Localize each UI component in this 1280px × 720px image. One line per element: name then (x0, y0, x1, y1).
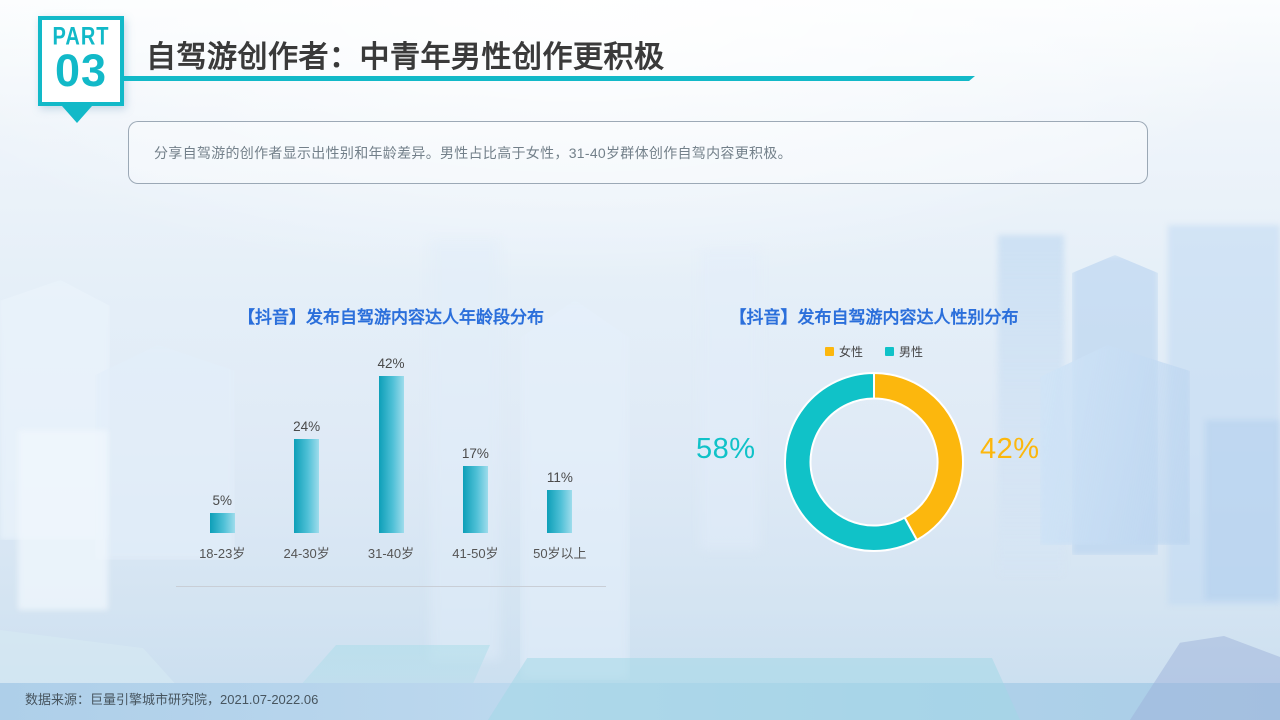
bar-column: 5% (180, 356, 264, 533)
donut-slice-女性 (873, 371, 964, 542)
page-title: 自驾游创作者：中青年男性创作更积极 (146, 41, 665, 74)
building-shape (430, 240, 500, 660)
bar-value-label: 11% (546, 470, 573, 485)
donut-legend: 女性 男性 (674, 343, 1074, 360)
bar-24-30岁 (294, 439, 320, 533)
bar-plot-area: 5% 24% 42% 17% 11% 18-23岁 24-30岁 31-40岁 41-50岁 5… (176, 356, 606, 587)
building-shape (1040, 345, 1190, 545)
bar-category-row: 18-23岁 24-30岁 31-40岁 41-50岁 50岁以上 (180, 543, 602, 562)
building-shape (700, 250, 760, 550)
background-glow (0, 0, 1280, 280)
part-badge: PART 03 (38, 16, 124, 106)
bar-value-label: 17% (461, 446, 489, 461)
donut-wrap (774, 362, 974, 562)
bar-category-label: 18-23岁 (199, 546, 246, 561)
age-bar-chart: 【抖音】发布自驾游内容达人年龄段分布 5% 24% 42% 17% 11% 18-23岁… (176, 303, 606, 587)
bar-column: 42% (349, 356, 433, 533)
donut-slice-男性 (784, 371, 919, 552)
bar-31-40岁 (378, 376, 404, 533)
part-number: 03 (54, 45, 108, 96)
female-percentage-label: 42% (980, 433, 1040, 465)
legend-item-female: 女性 (824, 343, 863, 360)
legend-label-male: 男性 (899, 345, 924, 359)
gender-donut-chart: 【抖音】发布自驾游内容达人性别分布 女性 男性 58% 42% (674, 303, 1074, 603)
donut-svg (784, 371, 964, 552)
bar-18-23岁 (209, 513, 235, 533)
bar-category-label: 24-30岁 (283, 546, 330, 561)
bar-category-label: 50岁以上 (533, 546, 587, 561)
bar-value-label: 5% (212, 493, 232, 508)
male-percentage-label: 58% (696, 433, 756, 465)
gender-chart-title: 【抖音】发布自驾游内容达人性别分布 (729, 308, 1019, 327)
part-label: PART (52, 23, 110, 51)
legend-swatch-female (824, 347, 834, 356)
x-axis-line (176, 586, 606, 587)
bar-column: 24% (264, 356, 348, 533)
bottom-facet (488, 658, 1020, 720)
bar-value-label: 42% (377, 356, 405, 371)
title-underline (124, 76, 975, 81)
age-chart-title: 【抖音】发布自驾游内容达人年龄段分布 (238, 308, 544, 327)
summary-text: 分享自驾游的创作者显示出性别和年龄差异。男性占比高于女性，31-40岁群体创作自… (154, 144, 792, 161)
building-shape (1205, 420, 1280, 600)
bar-41-50岁 (462, 466, 488, 533)
part-badge-pointer (62, 106, 92, 123)
bar-category-label: 31-40岁 (367, 546, 415, 561)
bar-value-label: 24% (293, 419, 321, 434)
bar-column: 11% (518, 356, 602, 533)
bar-columns: 5% 24% 42% 17% 11% (180, 356, 602, 533)
building-shape (520, 300, 630, 680)
bar-category-label: 41-50岁 (452, 546, 499, 561)
summary-box: 分享自驾游的创作者显示出性别和年龄差异。男性占比高于女性，31-40岁群体创作自… (128, 121, 1148, 184)
bar-50岁以上 (547, 490, 573, 533)
data-source: 数据来源：巨量引擎城市研究院，2021.07-2022.06 (25, 692, 319, 707)
building-shape (18, 430, 108, 610)
legend-item-male: 男性 (885, 343, 923, 360)
bar-column: 17% (433, 356, 517, 533)
legend-swatch-male (885, 347, 894, 356)
legend-label-female: 女性 (838, 345, 863, 359)
